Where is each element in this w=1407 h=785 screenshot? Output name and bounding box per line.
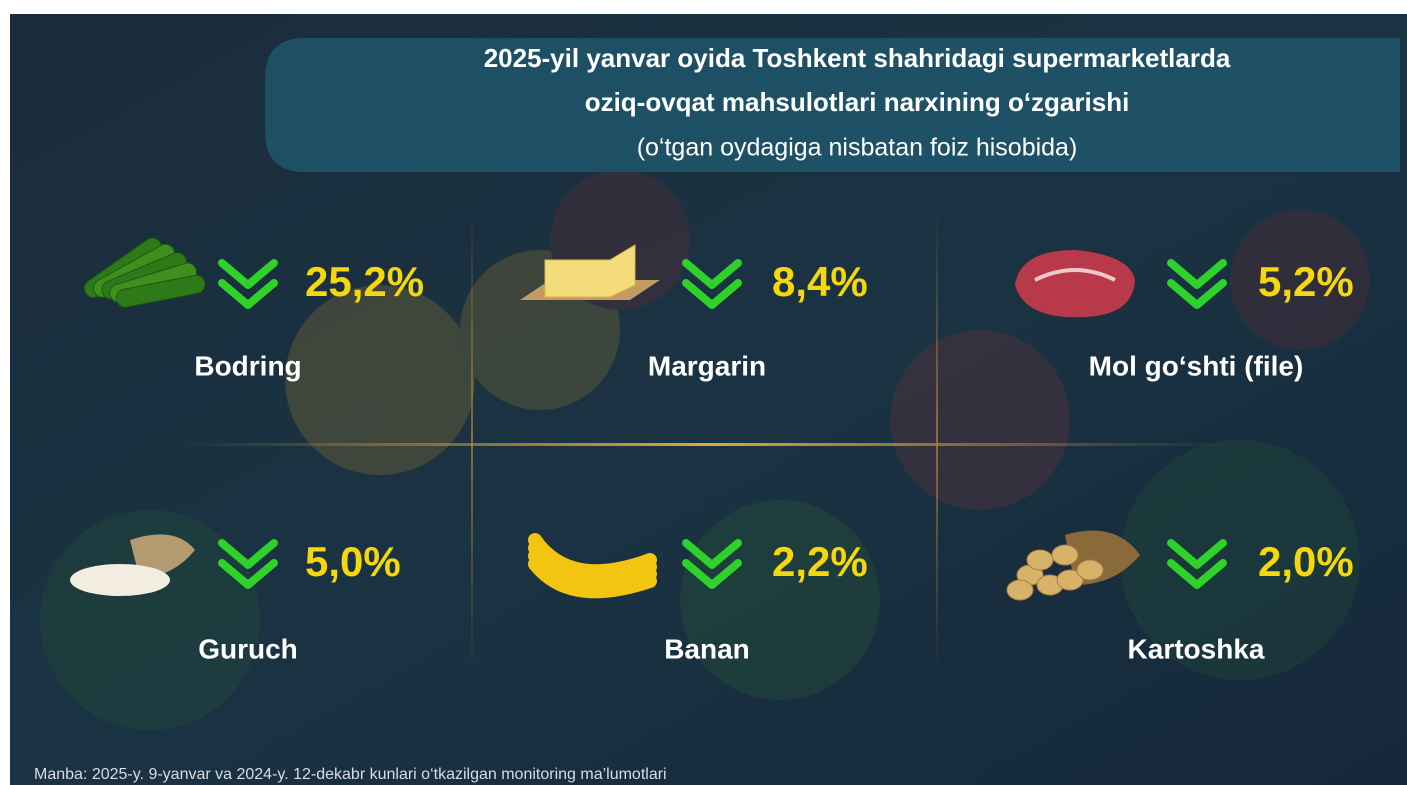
divider [471,210,473,670]
title-line: oziq-ovqat mahsulotlari narxining o‘zgar… [585,87,1130,117]
down-chevron [682,259,742,289]
change-value: 2,2% [772,538,868,585]
change-value: 25,2% [305,258,424,305]
product-icon [83,237,206,308]
rice [70,564,170,596]
change-value: 8,4% [772,258,868,305]
change-value: 5,2% [1258,258,1354,305]
cucumber [115,274,206,308]
product-name: Kartoshka [1128,633,1265,664]
potato [1056,569,1084,591]
potato [1006,579,1034,601]
down-chevron [218,259,278,289]
product-name: Banan [664,633,750,664]
down-chevron [1167,279,1227,309]
down-chevron [682,279,742,309]
down-chevron [682,539,742,569]
meat [1015,250,1135,318]
down-chevron [1167,259,1227,289]
divider [936,210,938,670]
title-panel [265,38,1400,172]
potato [1051,544,1079,566]
product-icon [1006,530,1140,601]
product-icon [520,244,660,300]
down-chevron [682,559,742,589]
product-name: Margarin [648,350,766,381]
divider [180,443,1230,446]
product-icon [70,534,195,596]
down-chevron [218,539,278,569]
product-name: Mol go‘shti (file) [1089,350,1304,381]
down-chevron [218,559,278,589]
potato [1026,549,1054,571]
change-value: 5,0% [305,538,401,585]
product-name: Guruch [198,633,298,664]
product-icon [528,533,657,599]
butter [544,244,636,298]
down-chevron [1167,559,1227,589]
down-chevron [1167,539,1227,569]
title-line: 2025-yil yanvar oyida Toshkent shahridag… [484,43,1231,73]
change-value: 2,0% [1258,538,1354,585]
product-icon [1015,250,1135,318]
source-note: Manba: 2025-y. 9-yanvar va 2024-y. 12-de… [34,766,667,783]
down-chevron [218,279,278,309]
potato [1076,559,1104,581]
fat [1034,268,1116,282]
title-line: (o‘tgan oydagiga nisbatan foiz hisobida) [637,134,1078,162]
product-name: Bodring [194,350,301,381]
banana [528,557,657,599]
